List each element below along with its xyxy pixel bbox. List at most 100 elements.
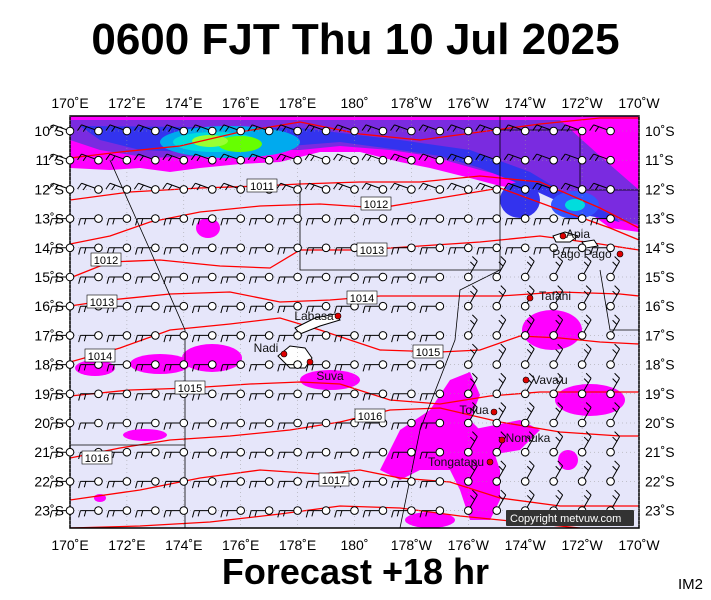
wind-barb bbox=[49, 418, 75, 430]
wind-barb bbox=[277, 243, 302, 255]
wind-barb bbox=[606, 372, 620, 399]
wind-barb bbox=[606, 343, 620, 369]
wind-barb bbox=[464, 431, 478, 457]
wind-barb bbox=[334, 360, 359, 372]
lon-label-bottom: 178˚E bbox=[279, 537, 316, 553]
isobar-label: 1011 bbox=[246, 178, 278, 193]
wind-barb bbox=[162, 153, 189, 165]
wind-barb bbox=[134, 124, 160, 136]
wind-barb bbox=[361, 153, 388, 165]
lat-label-right: 18˚S bbox=[645, 357, 675, 373]
wind-barb bbox=[276, 124, 302, 136]
wind-barb bbox=[419, 214, 445, 226]
wind-barb bbox=[219, 124, 245, 136]
wind-barb bbox=[333, 153, 359, 165]
wind-barb bbox=[163, 477, 189, 489]
wind-barb bbox=[589, 182, 615, 194]
wind-barb bbox=[135, 447, 160, 460]
wind-barb bbox=[105, 153, 132, 165]
wind-barb bbox=[606, 256, 620, 282]
wind-barb bbox=[549, 431, 564, 457]
wind-barb bbox=[190, 182, 217, 194]
wind-barb bbox=[106, 214, 132, 226]
lat-label-right: 15˚S bbox=[645, 269, 675, 285]
wind-barb bbox=[135, 331, 160, 343]
wind-barb bbox=[163, 418, 189, 430]
svg-text:Suva: Suva bbox=[316, 369, 344, 383]
wind-barb bbox=[247, 153, 274, 165]
wind-barb bbox=[532, 124, 558, 136]
wind-barb bbox=[334, 447, 359, 460]
wind-barb bbox=[361, 124, 388, 136]
lat-label-left: 23˚S bbox=[34, 503, 64, 519]
wind-barb bbox=[419, 360, 445, 372]
svg-text:Labasa: Labasa bbox=[294, 309, 334, 323]
svg-text:1013: 1013 bbox=[360, 245, 384, 257]
wind-barb bbox=[78, 506, 103, 518]
lon-label-bottom: 172˚E bbox=[108, 537, 145, 553]
wind-barb bbox=[78, 360, 103, 372]
lon-label-top: 178˚E bbox=[279, 95, 316, 111]
wind-barb bbox=[106, 506, 132, 518]
wind-barb bbox=[49, 506, 75, 518]
wind-barb bbox=[334, 214, 359, 226]
wind-barb bbox=[220, 301, 245, 314]
wind-barb bbox=[419, 243, 445, 255]
lon-label-bottom: 172˚W bbox=[561, 537, 603, 553]
wind-barb bbox=[549, 402, 564, 428]
wind-barb bbox=[391, 418, 416, 430]
wind-barb bbox=[78, 331, 103, 343]
wind-barb bbox=[77, 182, 103, 194]
forecast-label: Forecast +18 hr bbox=[221, 551, 490, 592]
wind-barb bbox=[492, 314, 507, 340]
wind-barb bbox=[48, 124, 75, 136]
wind-barb bbox=[304, 153, 331, 165]
wind-barb bbox=[606, 460, 620, 486]
lat-label-right: 14˚S bbox=[645, 240, 675, 256]
wind-barb bbox=[589, 153, 615, 165]
place-marker: Tafahi bbox=[526, 289, 571, 303]
wind-barb bbox=[191, 447, 217, 460]
svg-text:1017: 1017 bbox=[322, 475, 346, 487]
svg-text:1012: 1012 bbox=[94, 255, 118, 267]
lat-label-left: 15˚S bbox=[34, 269, 64, 285]
wind-barb bbox=[135, 418, 160, 430]
wind-barb bbox=[191, 272, 217, 284]
wind-barb bbox=[533, 243, 558, 255]
wind-barb bbox=[589, 124, 615, 136]
wind-barb bbox=[220, 506, 245, 518]
svg-text:Tofua: Tofua bbox=[459, 403, 489, 417]
wind-barb bbox=[503, 182, 530, 194]
wind-barb bbox=[503, 153, 530, 165]
wind-barb bbox=[560, 153, 587, 165]
wind-barb bbox=[220, 447, 245, 460]
lon-label-bottom: 178˚W bbox=[391, 537, 433, 553]
wind-barb bbox=[305, 418, 331, 430]
islands bbox=[277, 231, 599, 369]
svg-text:Apia: Apia bbox=[566, 227, 590, 241]
wind-barbs bbox=[48, 124, 620, 518]
isobar-label: 1015 bbox=[412, 344, 444, 359]
wind-barb bbox=[77, 124, 103, 136]
isobar-label: 1016 bbox=[81, 450, 113, 465]
wind-barb bbox=[448, 243, 473, 255]
lat-label-left: 16˚S bbox=[34, 298, 64, 314]
wind-barb bbox=[418, 182, 445, 194]
wind-barb bbox=[191, 331, 217, 343]
wind-barb bbox=[532, 182, 558, 194]
wind-barb bbox=[78, 214, 103, 226]
wind-barb bbox=[504, 243, 530, 255]
wind-barb bbox=[390, 182, 416, 194]
wind-barb bbox=[276, 153, 302, 165]
wind-barb bbox=[362, 214, 388, 226]
wind-barb bbox=[135, 272, 160, 284]
wind-barb bbox=[248, 506, 274, 518]
wind-barb bbox=[77, 153, 103, 165]
wind-barb bbox=[191, 301, 217, 314]
lon-label-bottom: 170˚E bbox=[51, 537, 88, 553]
isobar-label: 1012 bbox=[360, 196, 392, 211]
wind-barb bbox=[248, 360, 274, 372]
lon-label-top: 174˚W bbox=[505, 95, 547, 111]
copyright-text: Copyright metvuw.com bbox=[510, 513, 621, 525]
wind-barb bbox=[590, 214, 615, 226]
